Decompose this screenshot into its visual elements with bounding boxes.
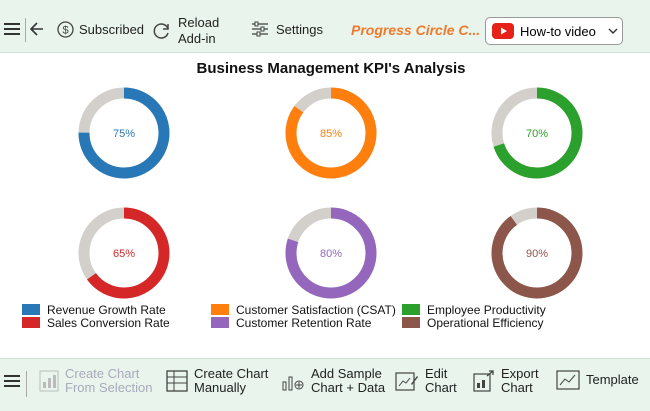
ring-value-label: 85%: [320, 128, 342, 140]
sample-data-icon: [282, 376, 304, 391]
chart-title: Business Management KPI's Analysis: [197, 60, 466, 77]
template-icon: [556, 370, 580, 390]
legend-label: Customer Satisfaction (CSAT): [236, 303, 396, 317]
ring-progress-arc: [78, 207, 170, 299]
legend-swatch: [22, 304, 40, 315]
progress-ring-customer-retention-rate: 80%: [285, 207, 377, 299]
legend-swatch: [402, 304, 420, 315]
export-chart-label: Export Chart: [501, 366, 539, 395]
progress-ring-customer-satisfaction-csat: 85%: [285, 87, 377, 179]
progress-ring-revenue-growth-rate: 75%: [78, 87, 170, 179]
sliders-icon: [252, 21, 268, 37]
legend-entry-operational-efficiency: Operational Efficiency: [402, 316, 544, 330]
progress-ring-sales-conversion-rate: 65%: [78, 207, 170, 299]
svg-text:$: $: [62, 25, 68, 37]
toolbar-divider: [25, 18, 26, 42]
edit-chart-icon: [395, 372, 418, 391]
how-to-video-label: How-to video: [520, 23, 596, 39]
back-icon[interactable]: [30, 22, 44, 36]
legend-entry-revenue-growth-rate: Revenue Growth Rate: [22, 303, 166, 317]
create-from-selection-label: Create Chart From Selection: [65, 366, 153, 395]
legend-label: Employee Productivity: [427, 303, 546, 317]
addon-title: Progress Circle C...: [351, 22, 481, 38]
settings-button[interactable]: Settings: [251, 21, 323, 37]
create-manually-label: Create Chart Manually: [194, 366, 269, 395]
subscribed-label: Subscribed: [79, 22, 145, 37]
bottom-menu-icon[interactable]: [4, 374, 20, 388]
reload-icon: [153, 23, 169, 39]
chevron-down-icon: [608, 28, 618, 34]
export-chart-button[interactable]: Export Chart: [473, 367, 539, 395]
youtube-icon: [492, 23, 514, 39]
ring-value-label: 75%: [113, 128, 135, 140]
legend-label: Revenue Growth Rate: [47, 303, 166, 317]
ring-value-label: 80%: [320, 248, 342, 260]
export-icon: [473, 370, 494, 392]
settings-label: Settings: [276, 21, 323, 37]
legend-entry-employee-productivity: Employee Productivity: [402, 303, 546, 317]
ring-progress-arc: [285, 207, 377, 299]
ring-progress-arc: [491, 87, 583, 179]
ring-progress-arc: [78, 87, 170, 179]
top-toolbar: $ Subscribed Reload Add-in Settings Prog…: [0, 0, 650, 53]
table-edit-icon: [166, 370, 188, 392]
chart-area: Business Management KPI's Analysis 75% 85…: [0, 52, 650, 358]
edit-chart-button[interactable]: Edit Chart: [395, 367, 457, 395]
legend-entry-customer-satisfaction-csat: Customer Satisfaction (CSAT): [211, 303, 396, 317]
dollar-circle-icon: $: [57, 21, 74, 38]
legend-label: Operational Efficiency: [427, 316, 544, 330]
add-sample-chart-button[interactable]: Add Sample Chart + Data: [281, 367, 385, 395]
selection-chart-icon: [39, 370, 59, 392]
menu-icon[interactable]: [4, 22, 20, 36]
template-label: Template: [586, 372, 639, 387]
reload-label: Reload Add-in: [178, 15, 220, 46]
legend-swatch: [211, 317, 229, 328]
ring-progress-arc: [491, 207, 583, 299]
reload-addin-button[interactable]: Reload Add-in: [152, 15, 219, 47]
ring-value-label: 70%: [526, 128, 548, 140]
legend-entry-sales-conversion-rate: Sales Conversion Rate: [22, 316, 170, 330]
bottom-toolbar: Create Chart From Selection Create Chart…: [0, 358, 650, 411]
create-chart-manually-button[interactable]: Create Chart Manually: [166, 367, 268, 395]
legend-swatch: [22, 317, 40, 328]
ring-value-label: 90%: [526, 248, 548, 260]
legend-label: Customer Retention Rate: [236, 316, 372, 330]
progress-ring-operational-efficiency: 90%: [491, 207, 583, 299]
template-button[interactable]: Template: [556, 369, 639, 391]
progress-ring-employee-productivity: 70%: [491, 87, 583, 179]
add-sample-label: Add Sample Chart + Data: [311, 366, 386, 395]
ring-value-label: 65%: [113, 248, 135, 260]
legend-swatch: [211, 304, 229, 315]
subscribed-button[interactable]: $ Subscribed: [57, 21, 144, 38]
legend-entry-customer-retention-rate: Customer Retention Rate: [211, 316, 372, 330]
bottom-toolbar-divider: [26, 371, 27, 397]
progress-circle-chart: Business Management KPI's Analysis 75% 85…: [22, 60, 583, 330]
how-to-video-dropdown[interactable]: How-to video: [485, 17, 623, 45]
ring-progress-arc: [285, 87, 377, 179]
create-chart-from-selection-button[interactable]: Create Chart From Selection: [39, 367, 152, 395]
legend-label: Sales Conversion Rate: [47, 316, 170, 330]
edit-chart-label: Edit Chart: [425, 366, 457, 395]
legend-swatch: [402, 317, 420, 328]
